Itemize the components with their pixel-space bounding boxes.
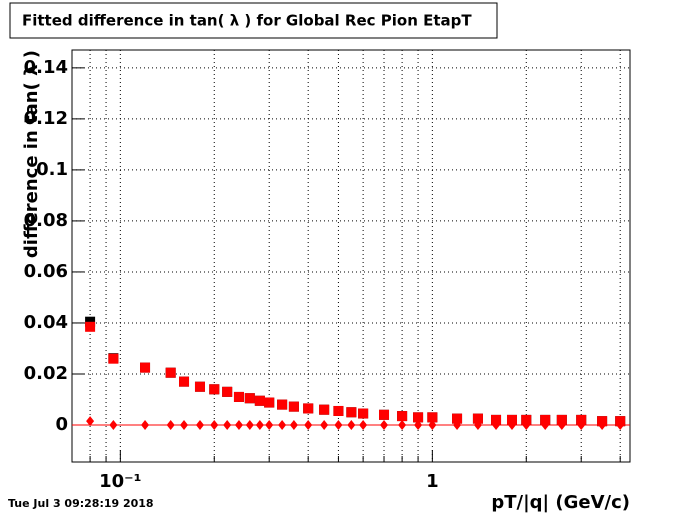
square-marker	[209, 384, 220, 395]
square-marker	[140, 362, 151, 373]
diamond-marker	[380, 420, 389, 431]
y-tick-label: 0.04	[24, 312, 68, 333]
square-marker	[85, 321, 96, 332]
diamond-marker	[398, 420, 407, 431]
diamond-marker	[86, 416, 95, 427]
square-marker	[108, 353, 119, 364]
diamond-marker	[180, 420, 189, 431]
diamond-marker	[278, 420, 287, 431]
square-marker	[222, 386, 233, 397]
square-marker	[277, 399, 288, 410]
diamond-marker	[359, 420, 368, 431]
diamond-marker	[492, 420, 501, 431]
square-marker	[491, 414, 502, 425]
x-axis-label: pT/|q| (GeV/c)	[491, 492, 630, 513]
diamond-marker	[141, 420, 150, 431]
diamond-marker	[265, 420, 274, 431]
square-marker	[556, 414, 567, 425]
diamond-marker	[334, 420, 343, 431]
diamond-marker	[453, 420, 462, 431]
chart-title: Fitted difference in tan( λ ) for Global…	[22, 12, 472, 30]
square-marker	[346, 407, 357, 418]
x-tick-label: 1	[426, 471, 439, 492]
diamond-marker	[507, 420, 516, 431]
diamond-marker	[616, 420, 625, 431]
square-marker	[233, 391, 244, 402]
square-marker	[358, 408, 369, 419]
square-marker	[472, 413, 483, 424]
diamond-marker	[289, 420, 298, 431]
square-marker	[264, 397, 275, 408]
y-tick-label: 0.08	[24, 210, 68, 231]
diamond-marker	[557, 420, 566, 431]
square-marker	[254, 395, 265, 406]
square-marker	[288, 401, 299, 412]
diamond-marker	[234, 420, 243, 431]
diamond-marker	[522, 420, 531, 431]
diamond-marker	[210, 420, 219, 431]
diamond-marker	[541, 420, 550, 431]
square-marker	[397, 411, 408, 422]
diamond-marker	[109, 420, 118, 431]
diamond-marker	[304, 420, 313, 431]
square-marker	[85, 316, 96, 327]
square-marker	[540, 414, 551, 425]
square-marker	[179, 376, 190, 387]
square-marker	[244, 393, 255, 404]
diamond-marker	[245, 420, 254, 431]
diamond-marker	[166, 420, 175, 431]
diamond-marker	[428, 420, 437, 431]
y-tick-label: 0.02	[24, 363, 68, 384]
title-box	[9, 2, 498, 39]
x-tick-label: 10⁻¹	[99, 471, 141, 492]
plot-frame	[71, 49, 631, 463]
square-marker	[379, 409, 390, 420]
square-marker	[413, 412, 424, 423]
diamond-marker	[223, 420, 232, 431]
diamond-marker	[320, 420, 329, 431]
square-marker	[165, 367, 176, 378]
y-axis-label: difference in tan( λ )	[21, 50, 42, 258]
diamond-marker	[414, 420, 423, 431]
square-marker	[452, 413, 463, 424]
y-tick-label: 0.1	[36, 159, 68, 180]
square-marker	[521, 414, 532, 425]
y-tick-label: 0	[55, 414, 68, 435]
diamond-marker	[473, 420, 482, 431]
square-marker	[576, 414, 587, 425]
square-marker	[506, 414, 517, 425]
timestamp: Tue Jul 3 09:28:19 2018	[8, 497, 154, 510]
square-marker	[333, 405, 344, 416]
square-marker	[194, 381, 205, 392]
diamond-marker	[598, 420, 607, 431]
square-marker	[427, 412, 438, 423]
y-tick-label: 0.12	[24, 108, 68, 129]
square-marker	[303, 403, 314, 414]
diamond-marker	[577, 420, 586, 431]
diamond-marker	[195, 420, 204, 431]
diamond-marker	[347, 420, 356, 431]
square-marker	[319, 404, 330, 415]
y-tick-label: 0.14	[24, 57, 68, 78]
y-tick-label: 0.06	[24, 261, 68, 282]
diamond-marker	[255, 420, 264, 431]
